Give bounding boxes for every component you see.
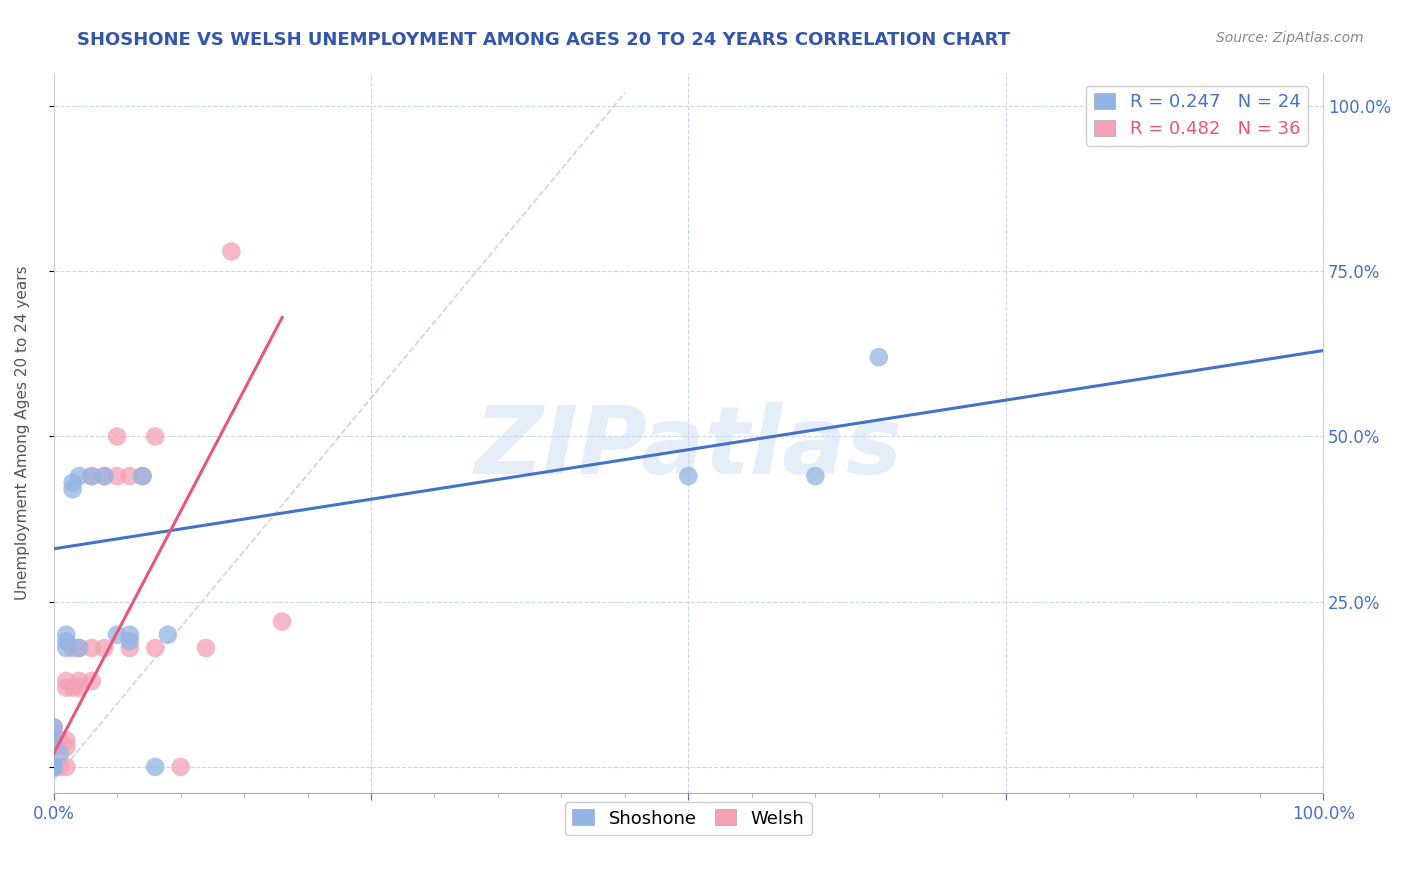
- Point: [868, 350, 890, 364]
- Point: [105, 628, 128, 642]
- Point: [804, 469, 827, 483]
- Point: [42, 720, 65, 734]
- Point: [80, 469, 103, 483]
- Point: [169, 760, 191, 774]
- Point: [221, 244, 243, 259]
- Point: [80, 469, 103, 483]
- Point: [93, 469, 115, 483]
- Point: [93, 469, 115, 483]
- Point: [67, 681, 90, 695]
- Point: [131, 469, 153, 483]
- Point: [80, 640, 103, 655]
- Point: [118, 640, 141, 655]
- Point: [143, 429, 166, 443]
- Point: [80, 673, 103, 688]
- Point: [42, 760, 65, 774]
- Point: [67, 640, 90, 655]
- Point: [42, 733, 65, 747]
- Y-axis label: Unemployment Among Ages 20 to 24 years: Unemployment Among Ages 20 to 24 years: [15, 266, 30, 600]
- Legend: Shoshone, Welsh: Shoshone, Welsh: [565, 802, 811, 835]
- Point: [118, 634, 141, 648]
- Point: [42, 760, 65, 774]
- Point: [55, 740, 77, 755]
- Point: [105, 469, 128, 483]
- Point: [271, 615, 294, 629]
- Point: [42, 740, 65, 755]
- Point: [143, 640, 166, 655]
- Point: [678, 469, 700, 483]
- Point: [118, 628, 141, 642]
- Point: [55, 640, 77, 655]
- Point: [42, 760, 65, 774]
- Point: [42, 760, 65, 774]
- Point: [55, 681, 77, 695]
- Point: [42, 727, 65, 741]
- Point: [62, 681, 84, 695]
- Point: [42, 720, 65, 734]
- Text: SHOSHONE VS WELSH UNEMPLOYMENT AMONG AGES 20 TO 24 YEARS CORRELATION CHART: SHOSHONE VS WELSH UNEMPLOYMENT AMONG AGE…: [77, 31, 1011, 49]
- Point: [42, 760, 65, 774]
- Point: [49, 760, 72, 774]
- Point: [49, 733, 72, 747]
- Point: [67, 640, 90, 655]
- Point: [93, 640, 115, 655]
- Point: [194, 640, 217, 655]
- Point: [62, 483, 84, 497]
- Text: Source: ZipAtlas.com: Source: ZipAtlas.com: [1216, 31, 1364, 45]
- Point: [42, 733, 65, 747]
- Point: [55, 760, 77, 774]
- Point: [49, 747, 72, 761]
- Point: [131, 469, 153, 483]
- Text: ZIPatlas: ZIPatlas: [474, 401, 903, 493]
- Point: [156, 628, 179, 642]
- Point: [62, 475, 84, 490]
- Point: [55, 733, 77, 747]
- Point: [55, 673, 77, 688]
- Point: [67, 673, 90, 688]
- Point: [105, 429, 128, 443]
- Point: [55, 634, 77, 648]
- Point: [67, 469, 90, 483]
- Point: [42, 760, 65, 774]
- Point: [42, 760, 65, 774]
- Point: [143, 760, 166, 774]
- Point: [62, 640, 84, 655]
- Point: [55, 628, 77, 642]
- Point: [118, 469, 141, 483]
